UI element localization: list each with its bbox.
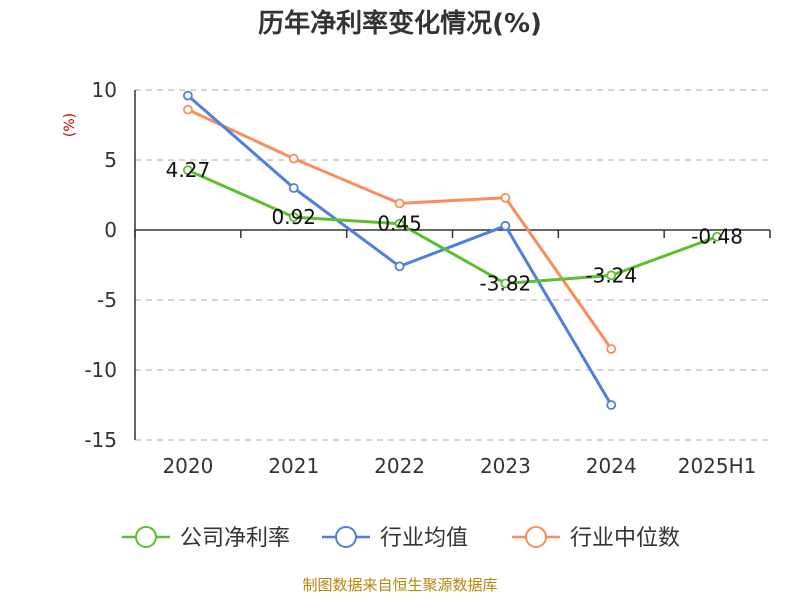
legend-marker [135,526,157,548]
data-point [394,218,405,229]
series-line-0 [187,168,718,285]
grid-lines [135,89,770,441]
y-tick-label: 0 [104,218,117,242]
data-point [183,104,193,115]
data-point [606,344,617,354]
data-point [606,400,617,410]
data-label: -3.82 [480,271,532,295]
data-point [712,231,722,242]
y-tick-label: -10 [84,358,117,382]
data-label: -3.24 [585,263,637,287]
y-tick-label: 10 [92,78,117,102]
data-label: -0.48 [691,225,743,249]
data-point [500,220,511,231]
source-note: 制图数据来自恒生聚源数据库 [302,576,497,594]
y-axis-label: (%) [62,113,78,137]
x-tick-label: 2021 [268,454,319,478]
data-point [500,278,511,289]
chart-title: 历年净利率变化情况(%) [258,8,542,39]
data-labels: 4.27 0.92 0.45 -3.82 -3.24 -0.48 [166,158,743,295]
data-point [606,270,617,281]
data-point [394,261,405,272]
legend-label: 行业中位数 [570,526,680,551]
data-point [183,90,193,101]
data-point [183,165,193,176]
data-point [394,198,405,209]
x-tick-label: 2020 [162,454,213,478]
legend: 公司净利率 行业均值 行业中位数 [122,526,680,551]
x-tick-label: 2022 [374,454,425,478]
x-tick-label: 2025H1 [678,454,757,478]
legend-label: 公司净利率 [180,526,290,551]
y-tick-label: -15 [84,428,117,452]
data-point [288,183,299,193]
data-label: 0.92 [271,205,316,229]
data-label: 4.27 [166,158,211,182]
series-line-1 [186,94,613,406]
y-tick-label: 5 [104,148,117,172]
data-point [500,192,511,203]
data-point [288,153,299,164]
data-label: 0.45 [377,212,422,236]
series-lines [183,90,722,410]
x-tick-label: 2024 [586,454,637,478]
data-point [288,212,299,223]
axes: 10 5 0 -5 -10 -15 2020 2021 2022 2023 2024 2025H1 [84,78,771,478]
legend-label: 行业均值 [380,526,468,551]
legend-marker [335,526,357,548]
x-tick-label: 2023 [480,454,531,478]
legend-marker [525,526,547,548]
y-tick-label: -5 [97,288,117,312]
